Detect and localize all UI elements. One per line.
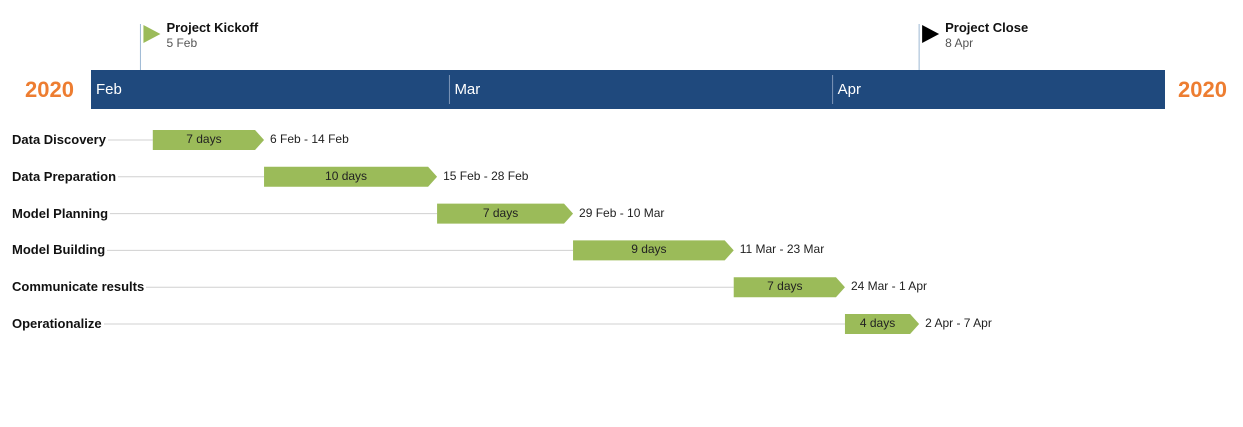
green-flag-icon — [143, 25, 161, 43]
task-date-range: 24 Mar - 1 Apr — [850, 279, 927, 294]
task-duration: 7 days — [482, 205, 519, 220]
milestone-date: 5 Feb — [166, 36, 198, 50]
month-label: Apr — [837, 81, 861, 98]
task-duration: 7 days — [767, 279, 803, 294]
task-date-range: 2 Apr - 7 Apr — [925, 316, 992, 330]
month-label: Feb — [96, 81, 122, 98]
task-bar — [437, 203, 574, 224]
task-bar — [573, 240, 734, 261]
task-bar — [264, 166, 438, 187]
task-label: Data Discovery — [12, 132, 108, 147]
milestone-title: Project Close — [945, 20, 1029, 35]
black-flag-icon — [922, 25, 940, 43]
task-bar — [844, 314, 920, 334]
milestone-title: Project Kickoff — [166, 20, 259, 35]
task-duration: 10 days — [325, 168, 368, 183]
task-date-range: 6 Feb - 14 Feb — [270, 132, 349, 146]
task-label: Model Building — [12, 242, 108, 258]
task-label: Communicate results — [12, 279, 147, 295]
year-label-right: 2020 — [1178, 77, 1227, 102]
task-label: Model Planning — [12, 205, 111, 221]
task-label: Data Preparation — [12, 168, 119, 184]
task-label: Operationalize — [12, 316, 104, 331]
task-duration: 4 days — [859, 316, 896, 330]
year-label-left: 2020 — [25, 77, 74, 102]
timeline-band — [91, 70, 1165, 109]
task-date-range: 11 Mar - 23 Mar — [739, 242, 825, 257]
task-date-range: 29 Feb - 10 Mar — [579, 205, 665, 220]
month-label: Mar — [454, 81, 481, 98]
task-duration: 7 days — [186, 132, 222, 146]
task-bar — [733, 277, 845, 298]
task-duration: 9 days — [631, 242, 667, 257]
task-bar — [152, 130, 265, 150]
task-date-range: 15 Feb - 28 Feb — [443, 168, 529, 183]
milestone-date: 8 Apr — [945, 36, 974, 50]
